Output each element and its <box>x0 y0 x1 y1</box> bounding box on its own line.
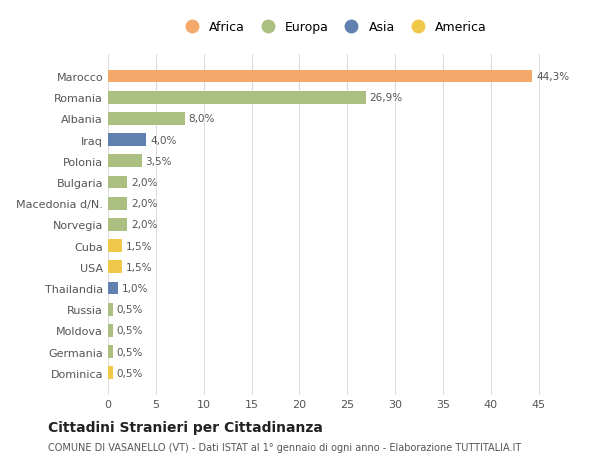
Text: Cittadini Stranieri per Cittadinanza: Cittadini Stranieri per Cittadinanza <box>48 420 323 435</box>
Bar <box>108 71 532 83</box>
Legend: Africa, Europa, Asia, America: Africa, Europa, Asia, America <box>175 17 491 38</box>
Text: 26,9%: 26,9% <box>370 93 403 103</box>
Bar <box>108 282 118 295</box>
Bar <box>108 113 185 125</box>
Bar <box>108 303 113 316</box>
Text: 2,0%: 2,0% <box>131 220 157 230</box>
Text: 1,5%: 1,5% <box>126 262 152 272</box>
Bar <box>108 261 122 274</box>
Text: 0,5%: 0,5% <box>116 347 143 357</box>
Bar <box>108 325 113 337</box>
Text: 1,5%: 1,5% <box>126 241 152 251</box>
Bar <box>108 92 365 104</box>
Bar <box>108 367 113 379</box>
Bar <box>108 155 142 168</box>
Text: 4,0%: 4,0% <box>150 135 176 146</box>
Text: 3,5%: 3,5% <box>145 157 172 167</box>
Text: COMUNE DI VASANELLO (VT) - Dati ISTAT al 1° gennaio di ogni anno - Elaborazione : COMUNE DI VASANELLO (VT) - Dati ISTAT al… <box>48 442 521 452</box>
Bar <box>108 176 127 189</box>
Text: 2,0%: 2,0% <box>131 178 157 188</box>
Bar <box>108 197 127 210</box>
Bar <box>108 218 127 231</box>
Bar <box>108 240 122 252</box>
Text: 2,0%: 2,0% <box>131 199 157 209</box>
Bar <box>108 134 146 147</box>
Text: 0,5%: 0,5% <box>116 304 143 314</box>
Text: 0,5%: 0,5% <box>116 326 143 336</box>
Text: 8,0%: 8,0% <box>188 114 215 124</box>
Text: 1,0%: 1,0% <box>121 283 148 293</box>
Text: 44,3%: 44,3% <box>536 72 569 82</box>
Text: 0,5%: 0,5% <box>116 368 143 378</box>
Bar <box>108 346 113 358</box>
